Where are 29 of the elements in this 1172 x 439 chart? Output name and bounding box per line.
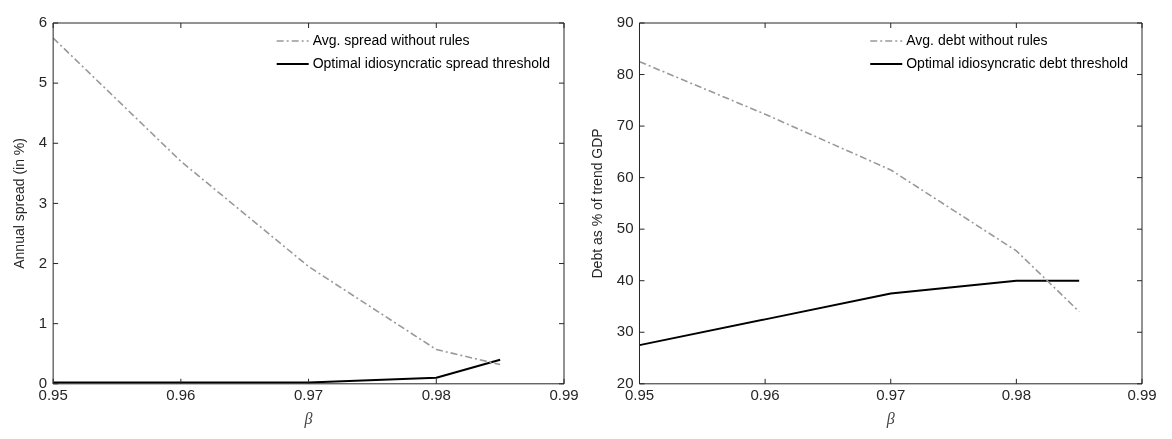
y-tick-label: 70: [616, 116, 634, 134]
x-tick-label: 0.97: [293, 385, 324, 403]
x-axis-title: β: [885, 409, 895, 428]
y-tick-label: 40: [616, 270, 634, 288]
y-axis-title: Debt as % of trend GDP: [589, 128, 606, 279]
y-tick-label: 1: [38, 313, 48, 331]
x-tick-label: 0.98: [421, 385, 451, 403]
x-tick-label: 0.99: [549, 385, 579, 403]
y-tick-label: 3: [38, 193, 48, 211]
y-tick-label: 60: [616, 167, 634, 185]
x-tick-label: 0.97: [876, 385, 906, 403]
x-axis-title: β: [303, 409, 313, 428]
x-tick-label: 0.96: [750, 385, 780, 403]
y-tick-label: 90: [616, 13, 634, 31]
legend-label: Avg. spread without rules: [312, 31, 470, 48]
y-tick-label: 4: [38, 133, 48, 151]
x-tick-label: 0.96: [166, 385, 196, 403]
y-tick-label: 80: [616, 64, 634, 82]
x-tick-label: 0.99: [1127, 385, 1157, 403]
y-tick-label: 2: [38, 253, 48, 271]
y-tick-label: 50: [616, 219, 634, 237]
x-tick-label: 0.98: [1001, 385, 1031, 403]
y-tick-label: 5: [38, 73, 48, 91]
y-tick-label: 6: [38, 13, 48, 31]
legend-label: Optimal idiosyncratic debt threshold: [906, 54, 1129, 71]
legend-label: Optimal idiosyncratic spread threshold: [312, 54, 551, 71]
y-axis-title: Annual spread (in %): [11, 138, 28, 269]
legend-label: Avg. debt without rules: [906, 31, 1048, 48]
y-tick-label: 30: [616, 322, 634, 340]
